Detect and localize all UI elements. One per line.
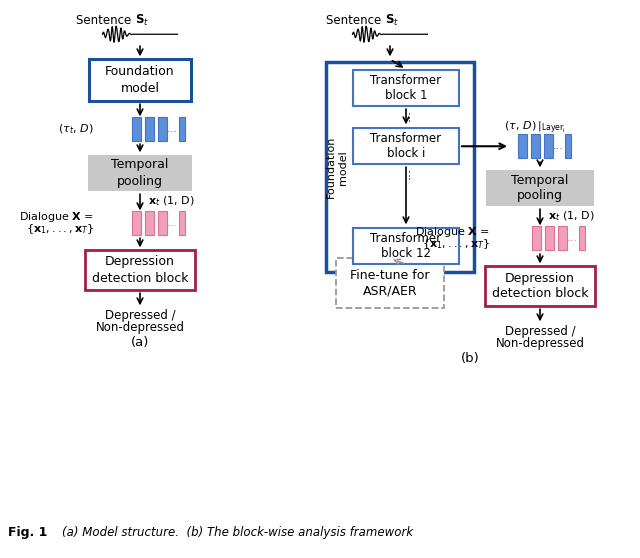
Text: Non-depressed: Non-depressed [95,321,184,334]
Text: Temporal
pooling: Temporal pooling [111,158,169,188]
Bar [485,266,595,306]
Bar [88,155,192,191]
Text: Foundation
model: Foundation model [326,136,348,199]
Bar [179,211,184,235]
Text: ...: ... [167,124,178,134]
Bar [145,117,154,141]
Text: Non-depressed: Non-depressed [495,337,584,350]
Text: Sentence: Sentence [326,14,385,27]
Text: Dialogue $\mathbf{X}$ =: Dialogue $\mathbf{X}$ = [19,210,94,224]
Bar [157,117,166,141]
Text: Depression
detection block: Depression detection block [492,272,588,300]
Bar [557,226,566,250]
Text: $\mathbf{S}_t$: $\mathbf{S}_t$ [385,13,399,28]
Bar [531,134,540,158]
Text: $(\tau,\,D)\,|_{\rm Layer_i}$: $(\tau,\,D)\,|_{\rm Layer_i}$ [504,120,566,137]
Bar [179,117,184,141]
Text: $\{\mathbf{x}_1,...,\mathbf{x}_T\}$: $\{\mathbf{x}_1,...,\mathbf{x}_T\}$ [422,237,490,251]
Bar [89,59,191,101]
Bar [157,211,166,235]
Bar [579,226,584,250]
Bar [145,211,154,235]
Text: $\mathbf{x}_t$ (1, D): $\mathbf{x}_t$ (1, D) [548,209,595,223]
Bar [518,134,527,158]
Bar [353,70,459,106]
Bar [543,134,552,158]
Text: Depressed /: Depressed / [505,325,575,338]
Bar [531,226,541,250]
Text: (a): (a) [131,336,149,349]
Bar [336,258,444,308]
Text: Dialogue $\mathbf{X}$ =: Dialogue $\mathbf{X}$ = [415,225,490,239]
Text: Transformer
block 12: Transformer block 12 [371,232,442,260]
Text: Depressed /: Depressed / [105,309,175,322]
Text: ...: ... [399,167,413,179]
Text: $\mathbf{S}_t$: $\mathbf{S}_t$ [135,13,149,28]
Text: Fine-tune for
ASR/AER: Fine-tune for ASR/AER [350,270,429,297]
Bar [131,211,141,235]
Text: $\{\mathbf{x}_1,...,\mathbf{x}_T\}$: $\{\mathbf{x}_1,...,\mathbf{x}_T\}$ [26,222,94,236]
Bar [486,170,594,206]
Text: $(\tau_t,\,D)$: $(\tau_t,\,D)$ [58,122,94,136]
Text: $\mathbf{x}_t$ (1, D): $\mathbf{x}_t$ (1, D) [148,194,195,208]
Text: (a) Model structure.  (b) The block-wise analysis framework: (a) Model structure. (b) The block-wise … [62,526,413,539]
Bar [353,128,459,164]
Text: Transformer
block i: Transformer block i [371,132,442,160]
Bar [545,226,554,250]
Bar [131,117,141,141]
Text: ...: ... [399,109,413,121]
Text: Depression
detection block: Depression detection block [92,255,188,285]
Bar [353,228,459,264]
Bar [564,134,570,158]
Text: Foundation
model: Foundation model [105,65,175,95]
Text: ...: ... [167,218,178,228]
Text: ...: ... [567,233,578,243]
Text: Fig. 1: Fig. 1 [8,526,47,539]
Bar [326,62,474,272]
Text: Sentence: Sentence [76,14,135,27]
Text: (b): (b) [461,352,479,365]
Text: Transformer
block 1: Transformer block 1 [371,74,442,102]
Text: ...: ... [553,141,564,151]
Text: Temporal
pooling: Temporal pooling [511,174,569,202]
Bar [85,250,195,290]
